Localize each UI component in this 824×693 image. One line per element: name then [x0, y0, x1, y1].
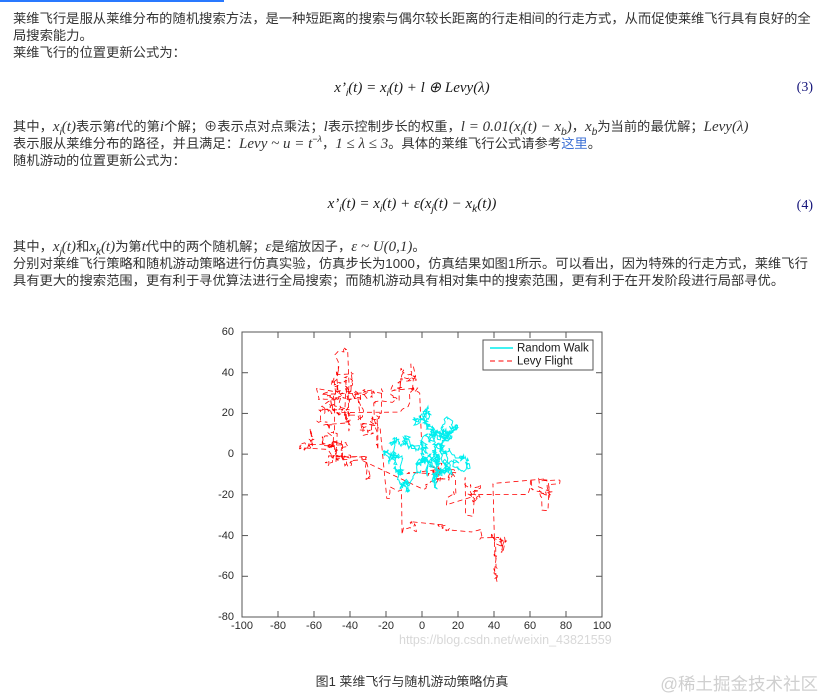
svg-text:Random Walk: Random Walk — [517, 343, 589, 355]
svg-text:Levy Flight: Levy Flight — [517, 356, 573, 368]
